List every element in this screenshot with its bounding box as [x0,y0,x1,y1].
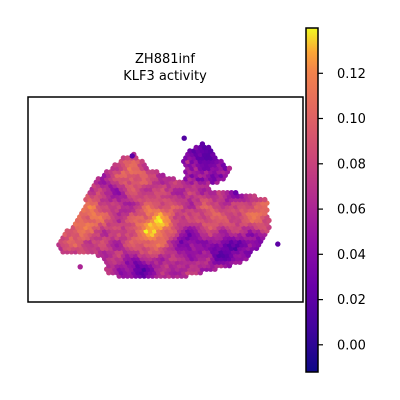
spot [239,193,245,199]
colorbar-tick-label: 0.06 [337,203,366,218]
spot [64,228,70,234]
spot [124,155,131,161]
spot [176,179,183,185]
spot [112,162,118,168]
colorbar-tick-label: 0.02 [337,293,366,308]
spot [247,193,253,199]
spot [257,196,264,203]
spot [218,158,224,165]
spot-scatter [56,135,281,279]
spot [187,148,193,154]
colorbar [305,27,319,373]
spot [104,169,110,175]
chart-subtitle: KLF3 activity [123,69,207,84]
colorbar-tick-label: 0.04 [337,248,366,263]
spot [170,176,176,182]
colorbar-tick-label: 0.00 [337,338,366,353]
spot [166,176,172,182]
spot [139,158,145,165]
spot [228,190,235,196]
colorbar-ticks: 0.00 0.02 0.04 0.06 0.08 0.10 0.12 [318,67,366,353]
colorbar-tick-label: 0.12 [337,67,366,82]
colorbar-tick-label: 0.10 [337,112,366,127]
spot [233,190,239,196]
spot [205,144,212,151]
spot [95,176,102,182]
spot [212,190,218,196]
spot-outlier [77,264,83,270]
spot [243,193,249,199]
spot-outlier [129,153,135,159]
spot-outlier [275,241,281,247]
spot [226,165,233,171]
spot [199,141,206,147]
spot [220,190,226,196]
colorbar-tick-label: 0.08 [337,157,366,172]
spot [224,190,231,196]
spot-outlier [181,135,187,141]
spot [251,193,258,199]
spot [120,155,127,161]
spot [193,144,199,151]
spot [160,172,166,178]
chart-title: ZH881inf [135,52,195,67]
plot-frame [27,96,304,303]
spot [262,196,268,203]
spot [153,169,160,175]
spot [149,169,156,175]
spot [216,190,222,196]
